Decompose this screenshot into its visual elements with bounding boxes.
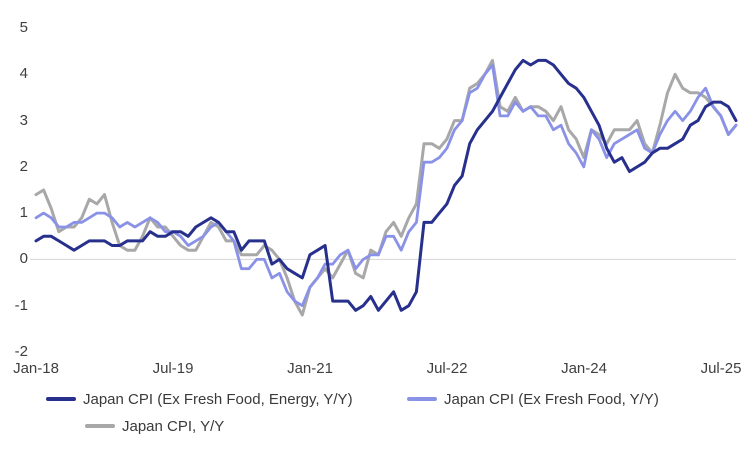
y-tick-label: 3 [19,112,28,129]
legend-label-headline: Japan CPI, Y/Y [122,418,225,435]
legend-label-ex-fresh-food-energy: Japan CPI (Ex Fresh Food, Energy, Y/Y) [83,391,353,408]
legend-item-ex-fresh-food-energy: Japan CPI (Ex Fresh Food, Energy, Y/Y) [46,391,353,409]
legend-key-line-navy [46,397,76,402]
legend-key-line-periwinkle [407,397,437,402]
y-tick-label: 4 [19,65,28,82]
series-line [34,58,738,312]
y-tick-label: -1 [14,297,28,314]
y-tick-label: 5 [19,19,28,36]
y-tick-label: -2 [14,343,28,360]
legend-item-headline: Japan CPI, Y/Y [85,418,224,436]
x-tick-label: Jan-21 [287,360,333,377]
series-line [34,58,738,317]
legend-key-line-gray [85,424,115,429]
x-tick-label: Jan-18 [13,360,59,377]
legend-label-ex-fresh-food: Japan CPI (Ex Fresh Food, Y/Y) [444,391,659,408]
x-tick-label: Jul-22 [426,360,468,377]
x-tick-label: Jan-24 [561,360,607,377]
legend-item-ex-fresh-food: Japan CPI (Ex Fresh Food, Y/Y) [407,391,659,409]
series-line [34,63,738,308]
x-tick-label: Jul-19 [152,360,194,377]
x-tick-label: Jul-25 [700,360,742,377]
y-tick-label: 0 [19,250,28,267]
y-tick-label: 1 [19,204,28,221]
y-tick-label: 2 [19,158,28,175]
